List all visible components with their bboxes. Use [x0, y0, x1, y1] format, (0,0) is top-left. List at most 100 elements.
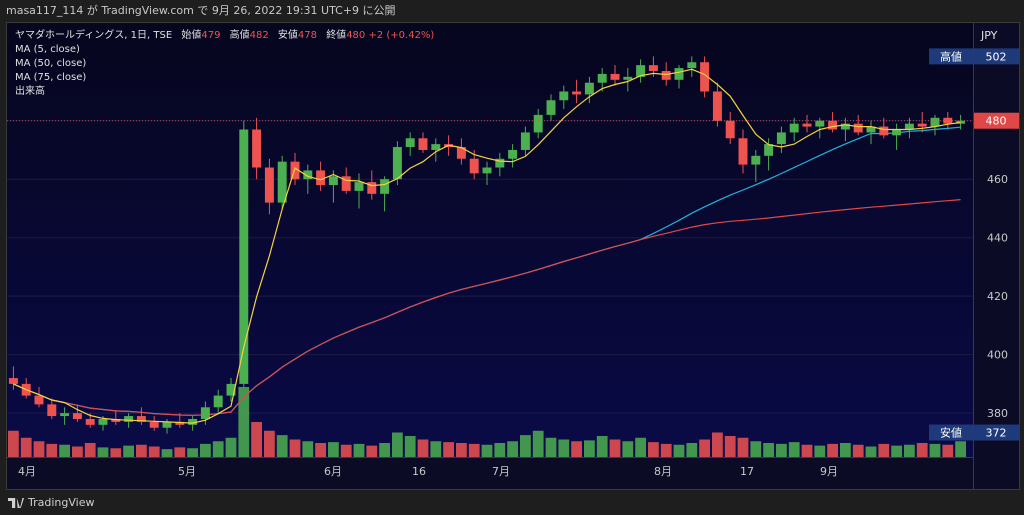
- candle-body: [162, 421, 172, 428]
- last-price-badge-value-bg: [974, 112, 1019, 129]
- legend-volume[interactable]: 出来高: [15, 86, 45, 97]
- candle-body: [111, 418, 121, 422]
- volume-bar: [545, 437, 557, 457]
- volume-bar: [558, 439, 570, 457]
- volume-bar: [392, 432, 403, 457]
- candle-body: [828, 120, 838, 130]
- brand-name[interactable]: TradingView: [28, 496, 95, 509]
- price-axis[interactable]: [973, 23, 1019, 489]
- candle-body: [508, 149, 518, 159]
- price-tick-label: 460: [987, 173, 1008, 186]
- price-tick-label: 440: [987, 232, 1008, 245]
- volume-bar: [264, 430, 275, 457]
- candle-body: [879, 126, 889, 136]
- volume-bar: [507, 441, 518, 457]
- volume-bar: [955, 441, 966, 457]
- volume-bar: [660, 443, 672, 457]
- chart-panel[interactable]: 380 400 420 440 460 480 4月 5月 6月 16 7月 8月 17 9月 高値 502 安…: [6, 22, 1020, 490]
- volume-bar: [123, 445, 134, 457]
- volume-bar: [8, 430, 19, 457]
- candle-body: [751, 155, 761, 165]
- volume-bar: [904, 444, 915, 457]
- volume-bar: [699, 439, 710, 457]
- volume-bar: [648, 442, 659, 457]
- legend-ma50[interactable]: MA (50, close): [15, 58, 87, 69]
- candle-body: [661, 71, 671, 80]
- candle-body: [482, 167, 492, 174]
- time-tick-label: 7月: [492, 465, 510, 478]
- legend-ma75[interactable]: MA (75, close): [15, 72, 87, 83]
- volume-bar: [430, 441, 442, 457]
- volume-bar: [315, 443, 326, 457]
- price-tick-label: 380: [987, 407, 1008, 420]
- volume-bar: [187, 448, 198, 457]
- price-tick-label: 400: [987, 349, 1008, 362]
- open-label: 始値: [181, 30, 202, 41]
- low-badge-label-bg: [929, 424, 973, 441]
- candle-body: [431, 144, 441, 150]
- volume-bar: [340, 444, 352, 457]
- candle-body: [34, 395, 44, 405]
- candle-body: [303, 170, 313, 180]
- high-label: 高値: [229, 30, 250, 41]
- candle-body: [200, 407, 210, 419]
- candle-body: [290, 161, 300, 180]
- candle-body: [175, 421, 185, 425]
- volume-bar: [468, 443, 480, 457]
- candle-body: [738, 138, 748, 165]
- currency-label: JPY: [981, 29, 998, 42]
- high-badge-label: 高値: [940, 49, 962, 63]
- volume-bar: [878, 443, 890, 457]
- candle-body: [584, 82, 594, 95]
- volume-bar: [148, 446, 160, 457]
- candle-body: [354, 182, 364, 191]
- footer: TradingView: [0, 490, 1024, 515]
- volume-bar: [59, 444, 70, 457]
- volume-bar: [622, 441, 634, 457]
- close-label: 終値: [326, 30, 347, 41]
- candle-body: [8, 378, 18, 384]
- time-tick-label: 6月: [324, 465, 342, 478]
- candle-body: [648, 65, 658, 72]
- candle-body: [956, 120, 966, 124]
- candle-body: [85, 418, 95, 425]
- time-axis[interactable]: [7, 457, 973, 489]
- candle-body: [943, 117, 953, 124]
- time-tick-label: 8月: [654, 465, 672, 478]
- candle-body: [149, 421, 159, 428]
- volume-bar: [46, 443, 58, 457]
- low-badge-value-bg: [974, 424, 1019, 441]
- volume-bar: [750, 441, 762, 457]
- candle-body: [789, 123, 799, 133]
- candle-body: [405, 138, 415, 148]
- volume-bar: [136, 444, 147, 457]
- volume-bar: [404, 436, 416, 457]
- candle-body: [712, 91, 722, 121]
- volume-bar: [456, 443, 467, 457]
- price-tick-label: 420: [987, 290, 1008, 303]
- high-badge-label-bg: [929, 48, 973, 65]
- volume-bar: [443, 442, 454, 457]
- candle-body: [610, 73, 620, 80]
- low-badge-label: 安値: [940, 426, 962, 440]
- publish-info-bar: masa117_114 が TradingView.com で 9月 26, 2…: [0, 0, 1024, 22]
- time-tick-label: 4月: [18, 465, 36, 478]
- volume-bar: [251, 422, 262, 457]
- volume-bar: [891, 445, 902, 457]
- volume-bar: [916, 443, 928, 457]
- time-tick-label: 16: [412, 465, 426, 478]
- time-tick-label: 9月: [820, 465, 838, 478]
- candle-body: [636, 65, 646, 77]
- high-value: 482: [249, 30, 269, 41]
- volume-bar: [827, 443, 838, 457]
- price-chart[interactable]: 380 400 420 440 460 480 4月 5月 6月 16 7月 8月 17 9月 高値 502 安…: [7, 23, 1019, 489]
- candle-body: [136, 416, 146, 422]
- volume-bar: [584, 440, 595, 457]
- candle-body: [328, 176, 338, 186]
- candle-body: [213, 395, 223, 408]
- legend-ma5[interactable]: MA (5, close): [15, 44, 80, 55]
- close-value: 480: [346, 30, 366, 41]
- volume-bar: [328, 442, 339, 457]
- legend-symbol-row: ヤマダホールディングス, 1日, TSE 始値479 高値482 安値478 終…: [15, 29, 434, 43]
- candle-body: [252, 129, 262, 168]
